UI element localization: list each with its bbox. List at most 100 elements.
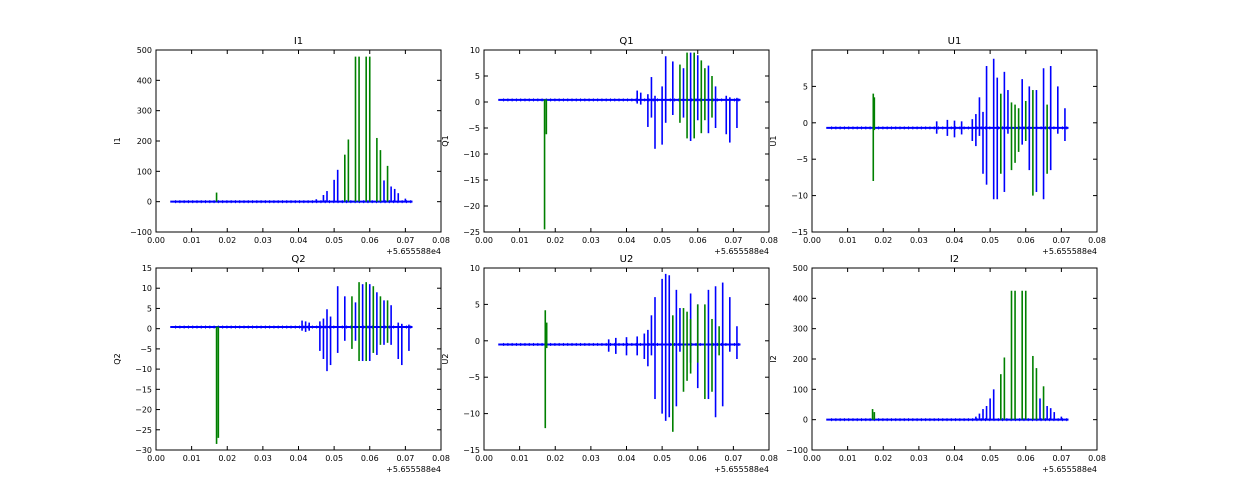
x-tick-label: 0.06 [689,454,707,463]
y-tick-label: 5 [803,82,808,91]
x-tick-label: 0.04 [946,454,964,463]
x-tick-label: 0.01 [183,454,201,463]
plot-area-u2 [498,273,741,432]
plot-area-q1 [498,52,741,230]
x-offset-label: +5.655588e4 [714,465,769,474]
y-tick-label: −30 [135,446,152,455]
x-tick-label: 0.02 [874,454,892,463]
y-tick-label: 300 [793,325,808,334]
x-tick-label: 0.05 [325,454,343,463]
plot-title: I1 [294,36,303,47]
y-tick-label: 0 [147,198,152,207]
x-tick-label: 0.05 [981,236,999,245]
x-tick-label: 0.01 [839,454,857,463]
x-offset-label: +5.655588e4 [714,247,769,256]
y-tick-label: −20 [135,406,152,415]
x-tick-label: 0.02 [218,454,236,463]
x-tick-label: 0.01 [839,236,857,245]
y-tick-label: 0 [803,119,808,128]
x-tick-label: 0.06 [1017,454,1035,463]
y-tick-label: −5 [140,345,152,354]
y-tick-label: 200 [137,137,152,146]
axes-frame-i1 [155,49,442,233]
x-tick-label: 0.02 [874,236,892,245]
x-tick-label: 0.04 [290,454,308,463]
y-axis-label: U2 [441,354,450,365]
x-offset-label: +5.655588e4 [386,465,441,474]
y-tick-label: 400 [137,76,152,85]
x-tick-label: 0.06 [1017,236,1035,245]
x-tick-label: 0.00 [147,454,165,463]
y-axis-label: Q1 [441,135,450,146]
y-tick-label: −100 [130,228,152,237]
y-tick-label: 15 [142,264,152,273]
y-tick-label: −25 [135,426,152,435]
x-tick-label: 0.02 [546,454,564,463]
x-tick-label: 0.03 [910,454,928,463]
x-tick-label: 0.03 [910,236,928,245]
y-tick-label: 0 [475,98,480,107]
x-tick-label: 0.08 [760,236,778,245]
y-tick-label: 10 [470,46,480,55]
x-tick-label: 0.08 [1088,236,1106,245]
x-offset-label: +5.655588e4 [386,247,441,256]
x-tick-label: 0.07 [724,454,742,463]
plot-title: U2 [620,254,634,265]
x-tick-label: 0.08 [432,236,450,245]
y-tick-label: −10 [463,410,480,419]
x-tick-label: 0.01 [511,454,529,463]
subplot-i1: 0.00 0.01 0.02 0.03 0.04 0.05 0.06 0.07 0.08 −100… [113,36,450,256]
y-tick-label: −5 [468,373,480,382]
y-tick-label: 500 [137,46,152,55]
plot-area-q2 [170,282,413,444]
x-tick-label: 0.05 [653,236,671,245]
x-tick-label: 0.07 [724,236,742,245]
subplot-q1: 0.00 0.01 0.02 0.03 0.04 0.05 0.06 0.07 0.08 −25 −… [441,36,778,256]
x-tick-label: 0.00 [803,454,821,463]
y-axis-label: U1 [769,136,778,147]
x-tick-label: 0.03 [582,236,600,245]
x-tick-label: 0.06 [361,454,379,463]
y-tick-label: 0 [803,416,808,425]
subplot-u2: 0.00 0.01 0.02 0.03 0.04 0.05 0.06 0.07 0.08 −15 −… [441,254,778,474]
x-offset-label: +5.655588e4 [1042,247,1097,256]
x-tick-label: 0.00 [475,454,493,463]
y-tick-label: −15 [463,446,480,455]
x-tick-label: 0.03 [254,236,272,245]
y-tick-label: −15 [135,385,152,394]
y-tick-label: −5 [468,124,480,133]
x-tick-label: 0.08 [1088,454,1106,463]
axes-frame-u2 [483,267,770,451]
subplot-q2: 0.00 0.01 0.02 0.03 0.04 0.05 0.06 0.07 0.08 −30 −… [113,254,450,474]
x-tick-label: 0.08 [760,454,778,463]
y-tick-label: −15 [791,228,808,237]
x-tick-label: 0.05 [981,454,999,463]
y-tick-label: 300 [137,107,152,116]
x-tick-label: 0.08 [432,454,450,463]
y-tick-label: 0 [147,325,152,334]
x-tick-label: 0.04 [618,236,636,245]
x-tick-label: 0.04 [946,236,964,245]
x-tick-label: 0.07 [1052,236,1070,245]
x-tick-label: 0.00 [475,236,493,245]
plot-area-u1 [826,58,1069,200]
y-tick-label: 0 [475,337,480,346]
y-tick-label: −10 [135,365,152,374]
plot-title: U1 [948,36,962,47]
x-tick-label: 0.02 [218,236,236,245]
y-tick-label: 500 [793,264,808,273]
x-tick-label: 0.01 [183,236,201,245]
plot-area-i1 [170,56,413,204]
y-tick-label: 100 [137,167,152,176]
y-tick-label: −20 [463,202,480,211]
x-tick-label: 0.01 [511,236,529,245]
x-tick-label: 0.07 [396,454,414,463]
plot-area-i2 [826,290,1069,422]
y-axis-label: I2 [769,355,778,362]
plot-title: Q2 [291,254,305,265]
x-tick-label: 0.06 [689,236,707,245]
y-tick-label: 200 [793,355,808,364]
y-tick-label: −100 [786,446,808,455]
y-tick-label: 10 [142,284,152,293]
